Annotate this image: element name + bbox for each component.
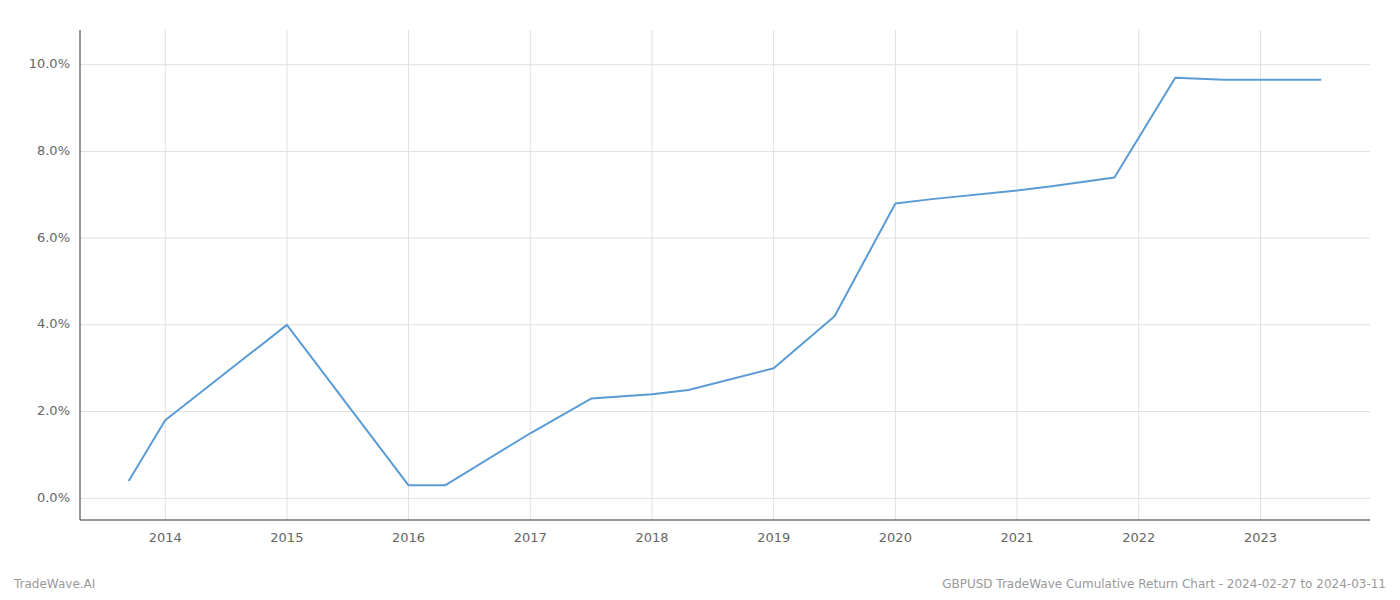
y-grid-line: [80, 324, 1370, 325]
x-grid-line: [651, 30, 652, 520]
y-tick-label: 2.0%: [37, 403, 70, 418]
x-tick-label: 2017: [514, 530, 547, 545]
footer-text: GBPUSD TradeWave Cumulative Return Chart…: [942, 577, 1386, 591]
x-tick-label: 2020: [879, 530, 912, 545]
y-grid-line: [80, 151, 1370, 152]
x-grid-line: [773, 30, 774, 520]
y-grid-line: [80, 238, 1370, 239]
x-tick-label: 2016: [392, 530, 425, 545]
x-grid-line: [286, 30, 287, 520]
y-tick-label: 6.0%: [37, 230, 70, 245]
y-tick-label: 10.0%: [29, 56, 70, 71]
x-grid-line: [895, 30, 896, 520]
grid: [80, 30, 1370, 520]
x-tick-label: 2014: [149, 530, 182, 545]
y-tick-label: 4.0%: [37, 316, 70, 331]
y-grid-line: [80, 498, 1370, 499]
x-tick-label: 2022: [1122, 530, 1155, 545]
chart: 2014 2015 2016 2017 2018 2019 2020 2021 2022 2023…: [0, 0, 1400, 600]
footer-text: TradeWave.AI: [13, 577, 95, 591]
x-tick-label: 2023: [1244, 530, 1277, 545]
x-grid-line: [1260, 30, 1261, 520]
y-tick-label: 0.0%: [37, 490, 70, 505]
x-grid-line: [1138, 30, 1139, 520]
plot-area: [129, 78, 1322, 486]
ticks: 2014 2015 2016 2017 2018 2019 2020 2021 2022 2023…: [29, 56, 1277, 545]
x-tick-label: 2021: [1001, 530, 1034, 545]
y-grid-line: [80, 64, 1370, 65]
y-tick-label: 8.0%: [37, 143, 70, 158]
x-tick-label: 2018: [635, 530, 668, 545]
x-tick-label: 2019: [757, 530, 790, 545]
x-tick-label: 2015: [270, 530, 303, 545]
x-grid-line: [530, 30, 531, 520]
x-grid-line: [1017, 30, 1018, 520]
line: [129, 78, 1322, 486]
x-axis-line: [80, 520, 1370, 521]
x-grid-line: [408, 30, 409, 520]
y-grid-line: [80, 411, 1370, 412]
x-grid-line: [165, 30, 166, 520]
y-axis-line: [80, 30, 81, 520]
